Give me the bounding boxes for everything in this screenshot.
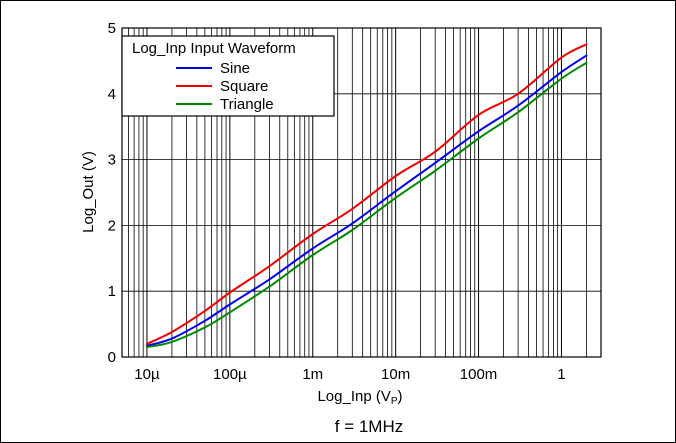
y-tick-label: 0 xyxy=(108,349,116,366)
legend-box xyxy=(121,35,335,117)
plot-frame xyxy=(121,27,602,358)
y-tick-label: 4 xyxy=(108,86,116,103)
x-tick-label: 10m xyxy=(381,366,410,383)
y-axis-label: Log_Out (V) xyxy=(80,151,97,233)
y-tick-label: 3 xyxy=(108,152,116,169)
y-tick-label: 1 xyxy=(108,283,116,300)
y-tick-label: 5 xyxy=(108,20,116,37)
y-tick-label: 2 xyxy=(108,217,116,234)
legend-label-square: Square xyxy=(220,78,268,95)
x-axis-label-close: ) xyxy=(398,388,403,405)
frequency-caption: f = 1MHz xyxy=(335,417,404,436)
x-tick-label: 100m xyxy=(460,366,498,383)
legend-label-sine: Sine xyxy=(220,60,250,77)
tick-labels: 10µ 100µ 1m 10m 100m 1 0 1 2 3 4 5 xyxy=(108,20,566,383)
x-tick-label: 10µ xyxy=(134,366,160,383)
series-layer xyxy=(146,43,588,349)
series-line-sine xyxy=(146,54,588,347)
legend: Log_Inp Input Waveform SineSquareTriangl… xyxy=(121,35,335,117)
legend-title: Log_Inp Input Waveform xyxy=(132,40,296,57)
x-axis-label: Log_Inp (VP) xyxy=(317,388,402,407)
x-tick-label: 1 xyxy=(557,366,565,383)
x-axis-label-main: Log_Inp (V xyxy=(317,388,390,405)
legend-label-triangle: Triangle xyxy=(220,96,274,113)
x-tick-label: 100µ xyxy=(213,366,247,383)
x-axis-label-subscript: P xyxy=(391,396,398,407)
series-line-triangle xyxy=(146,61,588,349)
series-line-square xyxy=(146,43,588,345)
x-tick-label: 1m xyxy=(302,366,323,383)
